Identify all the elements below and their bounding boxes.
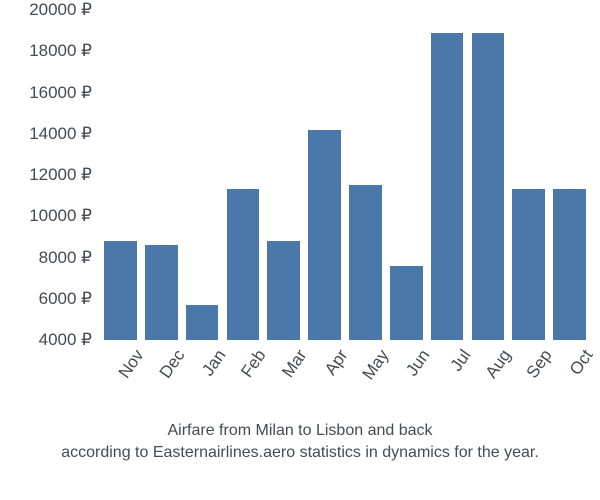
y-tick-label: 20000 ₽ xyxy=(29,0,100,20)
bar xyxy=(227,189,260,340)
x-tick-label: Apr xyxy=(321,346,353,379)
x-tick-label: May xyxy=(358,346,393,384)
x-tick-label: Mar xyxy=(278,346,311,381)
bar xyxy=(308,130,341,340)
x-tick-label: Jun xyxy=(402,346,434,380)
caption-line-1: Airfare from Milan to Lisbon and back xyxy=(0,420,600,442)
plot-area: 4000 ₽6000 ₽8000 ₽10000 ₽12000 ₽14000 ₽1… xyxy=(100,10,590,340)
y-tick-label: 16000 ₽ xyxy=(29,83,100,103)
y-tick-label: 8000 ₽ xyxy=(39,248,100,268)
bar xyxy=(512,189,545,340)
bar xyxy=(186,305,219,340)
chart-container: 4000 ₽ 6000 ₽ 8000 ₽ 10000 ₽ 12000 ₽ 14000 ₽ 1… xyxy=(0,0,600,500)
y-tick-label: 18000 ₽ xyxy=(29,41,100,61)
y-tick-label: 6000 ₽ xyxy=(39,289,100,309)
x-tick-label: Jan xyxy=(198,346,230,380)
bar xyxy=(145,245,178,340)
y-tick-label: 10000 ₽ xyxy=(29,206,100,226)
bar xyxy=(267,241,300,340)
x-tick-label: Oct xyxy=(566,346,598,379)
x-tick-label: Sep xyxy=(523,346,557,382)
bar xyxy=(431,33,464,340)
x-tick-label: Dec xyxy=(155,346,189,382)
y-tick-label: 4000 ₽ xyxy=(39,330,100,350)
bar xyxy=(104,241,137,340)
x-tick-label: Aug xyxy=(482,346,516,382)
bar xyxy=(349,185,382,340)
y-tick-label: 12000 ₽ xyxy=(29,165,100,185)
y-tick-label: 14000 ₽ xyxy=(29,124,100,144)
chart-caption: Airfare from Milan to Lisbon and back ac… xyxy=(0,420,600,463)
bar xyxy=(553,189,586,340)
x-tick-label: Feb xyxy=(238,346,271,381)
x-tick-label: Nov xyxy=(115,346,149,382)
x-tick-label: Jul xyxy=(446,346,475,375)
bar xyxy=(472,33,505,340)
bar xyxy=(390,266,423,340)
caption-line-2: according to Easternairlines.aero statis… xyxy=(0,442,600,464)
